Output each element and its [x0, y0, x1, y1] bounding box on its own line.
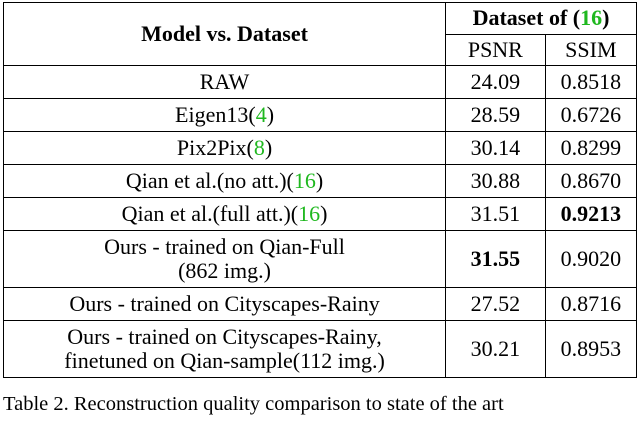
psnr-cell: 27.52: [445, 287, 546, 321]
psnr-cell: 28.59: [445, 98, 546, 132]
table-row: Qian et al.(no att.)(16) 30.88 0.8670: [2, 164, 638, 198]
model-cell: RAW: [2, 65, 447, 99]
citation-link[interactable]: 16: [293, 167, 316, 193]
citation-close: ): [266, 101, 275, 127]
model-name: Ours - trained on Qian-Full: [104, 233, 345, 259]
table-row: Ours - trained on Qian-Full (862 img.) 31…: [2, 230, 638, 288]
citation-link[interactable]: 16: [298, 200, 321, 226]
dataset-suffix: ): [602, 5, 610, 31]
citation-close: ): [264, 134, 273, 160]
model-name: RAW: [199, 68, 250, 94]
model-name: Pix2Pix(: [176, 134, 254, 160]
citation-link[interactable]: 4: [255, 101, 267, 127]
model-name: Eigen13(: [175, 101, 256, 127]
model-cell: Eigen13(4): [2, 98, 447, 132]
model-name: Ours - trained on Cityscapes-Rainy: [69, 290, 380, 316]
ssim-cell-best: 0.9213: [544, 197, 638, 231]
model-column-header: Model vs. Dataset: [2, 2, 447, 66]
psnr-cell: 30.21: [445, 320, 546, 378]
psnr-cell: 30.14: [445, 131, 546, 165]
citation-close: ): [315, 167, 324, 193]
table-row: Eigen13(4) 28.59 0.6726: [2, 98, 638, 132]
results-table: Model vs. Dataset Dataset of (16) PSNR S…: [2, 2, 638, 378]
psnr-cell-best: 31.55: [445, 230, 546, 288]
ssim-cell: 0.8953: [544, 320, 638, 378]
dataset-column-header: Dataset of (16): [445, 2, 637, 35]
model-cell: Pix2Pix(8): [2, 131, 447, 165]
ssim-cell: 0.8518: [544, 65, 638, 99]
model-name: Qian et al.(full att.)(: [121, 200, 299, 226]
table-row: Qian et al.(full att.)(16) 31.51 0.9213: [2, 197, 638, 231]
citation-link[interactable]: 16: [580, 5, 603, 31]
ssim-cell: 0.6726: [544, 98, 638, 132]
ssim-cell: 0.8299: [544, 131, 638, 165]
ssim-cell: 0.8716: [544, 287, 638, 321]
model-cell: Ours - trained on Qian-Full (862 img.): [2, 230, 447, 288]
psnr-cell: 31.51: [445, 197, 546, 231]
model-cell: Ours - trained on Cityscapes-Rainy, finet…: [2, 320, 447, 378]
ssim-column-header: SSIM: [544, 33, 638, 66]
model-name-detail: finetuned on Qian-sample(112 img.): [64, 348, 385, 373]
table-caption: Table 2. Reconstruction quality comparis…: [3, 393, 504, 415]
psnr-column-header: PSNR: [445, 33, 546, 66]
model-name: Ours - trained on Cityscapes-Rainy,: [67, 323, 382, 349]
psnr-cell: 30.88: [445, 164, 546, 198]
ssim-cell: 0.8670: [544, 164, 638, 198]
table-row: RAW 24.09 0.8518: [2, 65, 638, 99]
model-cell: Ours - trained on Cityscapes-Rainy: [2, 287, 447, 321]
model-name-detail: (862 img.): [178, 258, 271, 283]
table-row: Pix2Pix(8) 30.14 0.8299: [2, 131, 638, 165]
citation-link[interactable]: 8: [253, 134, 265, 160]
dataset-prefix: Dataset of (: [472, 5, 581, 31]
citation-close: ): [320, 200, 328, 226]
psnr-cell: 24.09: [445, 65, 546, 99]
model-cell: Qian et al.(full att.)(16): [2, 197, 447, 231]
ssim-cell: 0.9020: [544, 230, 638, 288]
table-row: Ours - trained on Cityscapes-Rainy, finet…: [2, 320, 638, 378]
model-cell: Qian et al.(no att.)(16): [2, 164, 447, 198]
model-name: Qian et al.(no att.)(: [125, 167, 294, 193]
table-row: Ours - trained on Cityscapes-Rainy 27.52…: [2, 287, 638, 321]
